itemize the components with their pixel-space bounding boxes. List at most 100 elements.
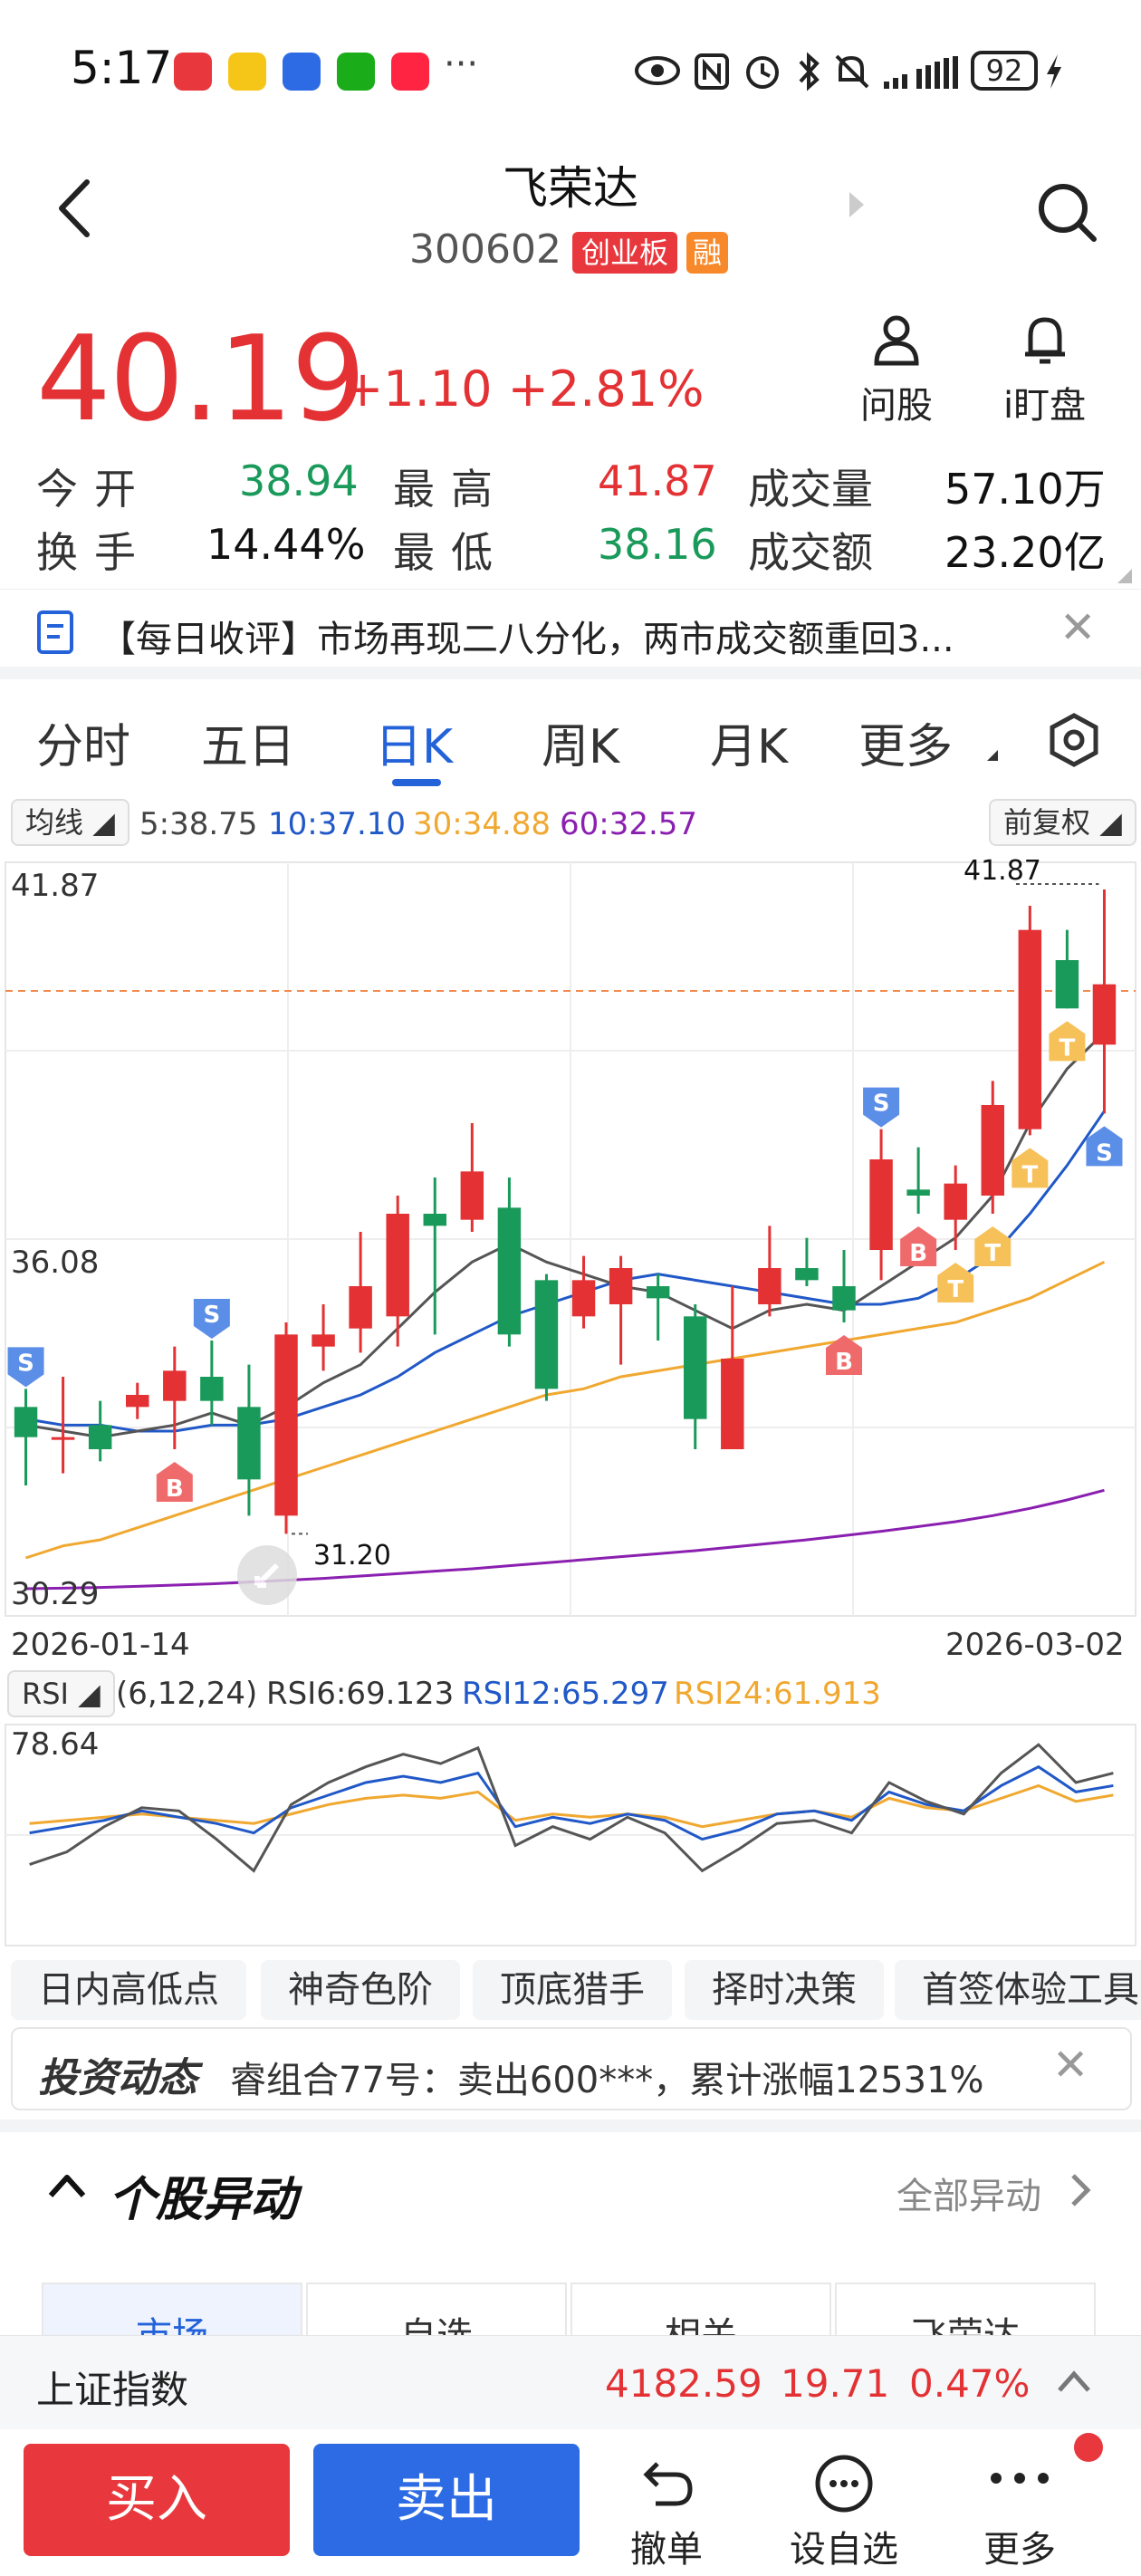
- add-watchlist-button[interactable]: 设自选: [753, 2429, 935, 2576]
- index-name: 上证指数: [36, 2368, 189, 2412]
- settings-hexagon-icon[interactable]: [1046, 712, 1102, 768]
- sell-button[interactable]: 卖出: [313, 2444, 580, 2556]
- status-time: 5:17: [71, 42, 173, 94]
- candle-body: [423, 1214, 446, 1226]
- close-invest-icon[interactable]: ✕: [1052, 2040, 1089, 2091]
- ask-stock-button[interactable]: 问股: [860, 312, 933, 428]
- stock-name: 飞荣达: [503, 162, 638, 215]
- expand-corner-icon[interactable]: [1116, 567, 1134, 585]
- tab-fenshi[interactable]: 分时: [36, 720, 131, 774]
- rsi6-value: RSI6:69.123: [266, 1676, 455, 1712]
- more-notifications-icon: ···: [444, 43, 479, 85]
- rsi6-line: [29, 1743, 1114, 1873]
- chip-top-bottom-hunter[interactable]: 顶底猎手: [473, 1960, 672, 2020]
- signal-marker-text: B: [166, 1475, 184, 1503]
- invest-brand: 投资动态: [38, 2055, 197, 2101]
- more-button[interactable]: 更多: [929, 2429, 1110, 2576]
- stock-code: 300602: [409, 226, 561, 273]
- change-value: +1.10: [342, 360, 493, 418]
- kline-ymax-label: 41.87: [11, 868, 100, 904]
- buy-button[interactable]: 买入: [24, 2444, 290, 2556]
- invest-message: 睿组合77号：卖出600***，累计涨幅12531%: [230, 2060, 984, 2101]
- drawing-tool-icon[interactable]: [237, 1545, 297, 1605]
- expand-up-icon[interactable]: [1056, 2369, 1092, 2394]
- tab-rik[interactable]: 日K: [375, 720, 454, 774]
- yidong-all-link[interactable]: 全部异动: [896, 2167, 1041, 2219]
- candle-body: [795, 1268, 819, 1281]
- signal-marker-text: T: [984, 1240, 1001, 1267]
- candle-body: [534, 1280, 559, 1389]
- index-ticker[interactable]: 上证指数 4182.59 19.71 0.47%: [0, 2335, 1141, 2429]
- yidong-title: 个股异动: [109, 2173, 298, 2227]
- tab-yuek[interactable]: 月K: [710, 720, 789, 774]
- news-banner[interactable]: 【每日收评】市场再现二八分化，两市成交额重回3... ✕: [0, 589, 1141, 679]
- rsi-selector[interactable]: RSI ◢: [7, 1670, 115, 1717]
- ma5-line: [25, 1031, 1106, 1439]
- huawei-icon: [174, 53, 212, 91]
- signal-marker-T: T: [974, 1226, 1012, 1267]
- candle-body: [237, 1407, 261, 1480]
- invest-banner[interactable]: 投资动态 睿组合77号：卖出600***，累计涨幅12531% ✕: [11, 2027, 1132, 2110]
- status-bar: 5:17 ··· 92: [0, 0, 1141, 136]
- adjust-selector[interactable]: 前复权 ◢: [989, 799, 1136, 846]
- mute-icon: [835, 54, 869, 89]
- watch-label: i盯盘: [1003, 385, 1087, 427]
- undo-icon: [643, 2462, 693, 2506]
- chip-magic-color[interactable]: 神奇色阶: [261, 1960, 460, 2020]
- watch-button[interactable]: i盯盘: [1003, 312, 1086, 428]
- volume-label: 成交量: [748, 465, 873, 514]
- ma-selector-label: 均线: [25, 805, 84, 840]
- volume-value: 57.10万: [944, 465, 1106, 514]
- next-stock-icon[interactable]: [849, 192, 864, 217]
- chip-first-sign-tools[interactable]: 首签体验工具: [895, 1960, 1141, 2020]
- bluetooth-icon: [799, 52, 820, 91]
- tab-zhouk[interactable]: 周K: [542, 720, 620, 774]
- candle-body: [51, 1437, 75, 1440]
- bottom-action-bar: 买入 卖出 撤单 设自选 更多: [0, 2429, 1141, 2576]
- signal-marker-text: T: [1021, 1161, 1038, 1188]
- signal-marker-text: T: [947, 1276, 964, 1303]
- amount-value: 23.20亿: [944, 528, 1106, 577]
- chip-timing-decision[interactable]: 择时决策: [685, 1960, 884, 2020]
- chevron-right-icon[interactable]: [1069, 2172, 1092, 2208]
- candle-body: [832, 1286, 856, 1311]
- rsi-chart[interactable]: [0, 1721, 1141, 1949]
- rsi12-line: [29, 1764, 1114, 1841]
- chip-intraday-highlow[interactable]: 日内高低点: [11, 1960, 246, 2020]
- signal-marker-S: S: [193, 1299, 230, 1339]
- alarm-icon: [746, 56, 779, 89]
- index-change: 19.71: [781, 2361, 890, 2406]
- kline-ymid-label: 36.08: [11, 1245, 100, 1281]
- close-news-icon[interactable]: ✕: [1060, 602, 1097, 653]
- cancel-order-label: 撤单: [630, 2529, 703, 2571]
- search-icon[interactable]: [1032, 178, 1101, 246]
- amount-label: 成交额: [748, 528, 873, 577]
- back-icon[interactable]: [53, 177, 96, 240]
- kline-start-date: 2026-01-14: [11, 1627, 190, 1663]
- candle-body: [163, 1370, 187, 1401]
- price-change: +1.10 +2.81%: [342, 360, 704, 418]
- signal-marker-S: S: [7, 1347, 44, 1388]
- change-percent: +2.81%: [507, 360, 705, 418]
- ma60-value: 60:32.57: [560, 806, 698, 842]
- ma-selector[interactable]: 均线 ◢: [11, 799, 129, 846]
- cancel-order-button[interactable]: 撤单: [576, 2429, 757, 2576]
- turnover-label: 换手: [36, 528, 152, 577]
- candle-body: [1055, 960, 1079, 1009]
- candle-body: [200, 1377, 224, 1401]
- candle-body: [906, 1189, 930, 1196]
- current-price: 40.19: [36, 310, 366, 447]
- news-text: 【每日收评】市场再现二八分化，两市成交额重回3...: [100, 619, 954, 660]
- tab-more[interactable]: 更多: [858, 720, 954, 774]
- tab-wuri[interactable]: 五日: [201, 720, 296, 774]
- candle-body: [646, 1286, 670, 1299]
- low-label: 最低: [393, 528, 509, 577]
- candle-body: [386, 1214, 409, 1317]
- margin-badge: 融: [686, 232, 728, 274]
- battery-level: 92: [971, 51, 1038, 91]
- yidong-all-label: 全部异动: [896, 2176, 1041, 2217]
- signal-marker-B: B: [156, 1462, 193, 1503]
- collapse-icon[interactable]: [47, 2172, 87, 2199]
- document-icon: [37, 610, 73, 654]
